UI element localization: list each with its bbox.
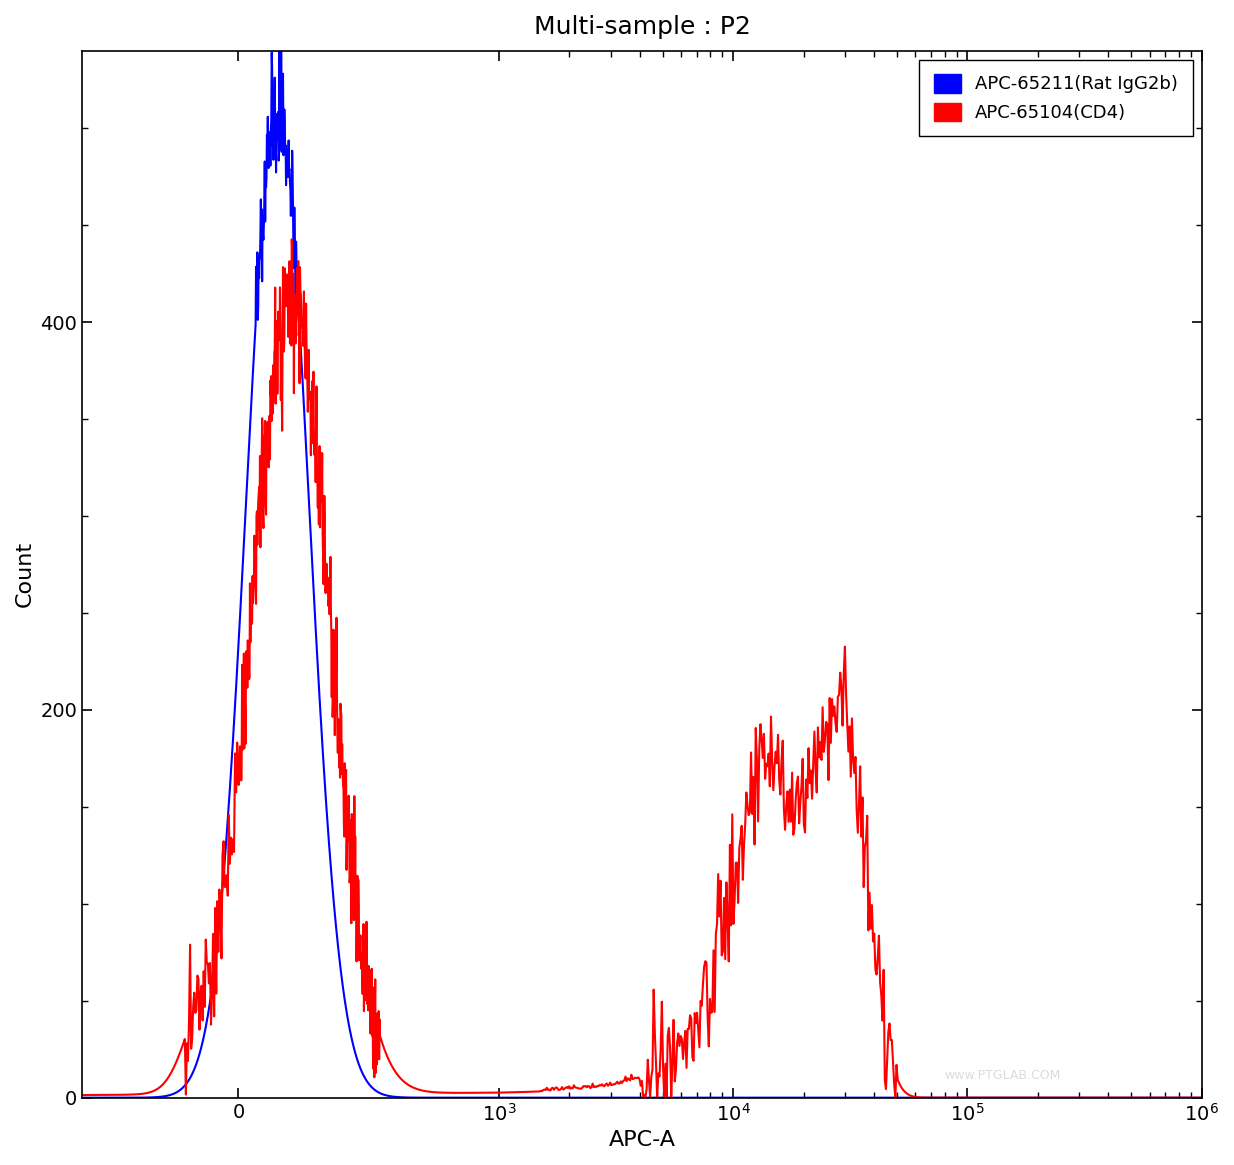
Legend: APC-65211(Rat IgG2b), APC-65104(CD4): APC-65211(Rat IgG2b), APC-65104(CD4) <box>919 59 1192 136</box>
Title: Multi-sample : P2: Multi-sample : P2 <box>533 15 750 38</box>
Y-axis label: Count: Count <box>15 541 35 607</box>
Text: www.PTGLAB.COM: www.PTGLAB.COM <box>944 1069 1060 1082</box>
X-axis label: APC-A: APC-A <box>608 1130 675 1150</box>
